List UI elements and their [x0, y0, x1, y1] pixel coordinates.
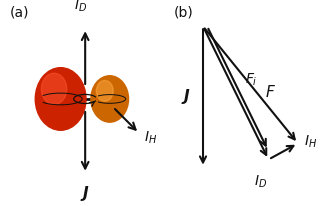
Text: J: J — [184, 89, 189, 104]
Circle shape — [35, 68, 86, 130]
Text: $I_H$: $I_H$ — [305, 133, 318, 150]
Text: (b): (b) — [174, 5, 193, 19]
Text: $I_H$: $I_H$ — [144, 129, 157, 145]
Text: $F_i$: $F_i$ — [245, 72, 258, 88]
Circle shape — [91, 76, 129, 122]
Circle shape — [41, 73, 67, 104]
Text: (a): (a) — [10, 5, 29, 19]
Text: $I_D$: $I_D$ — [254, 174, 267, 190]
Text: J: J — [82, 186, 88, 201]
Text: F: F — [265, 85, 274, 100]
Text: $I_D$: $I_D$ — [74, 0, 87, 14]
Circle shape — [96, 80, 113, 101]
